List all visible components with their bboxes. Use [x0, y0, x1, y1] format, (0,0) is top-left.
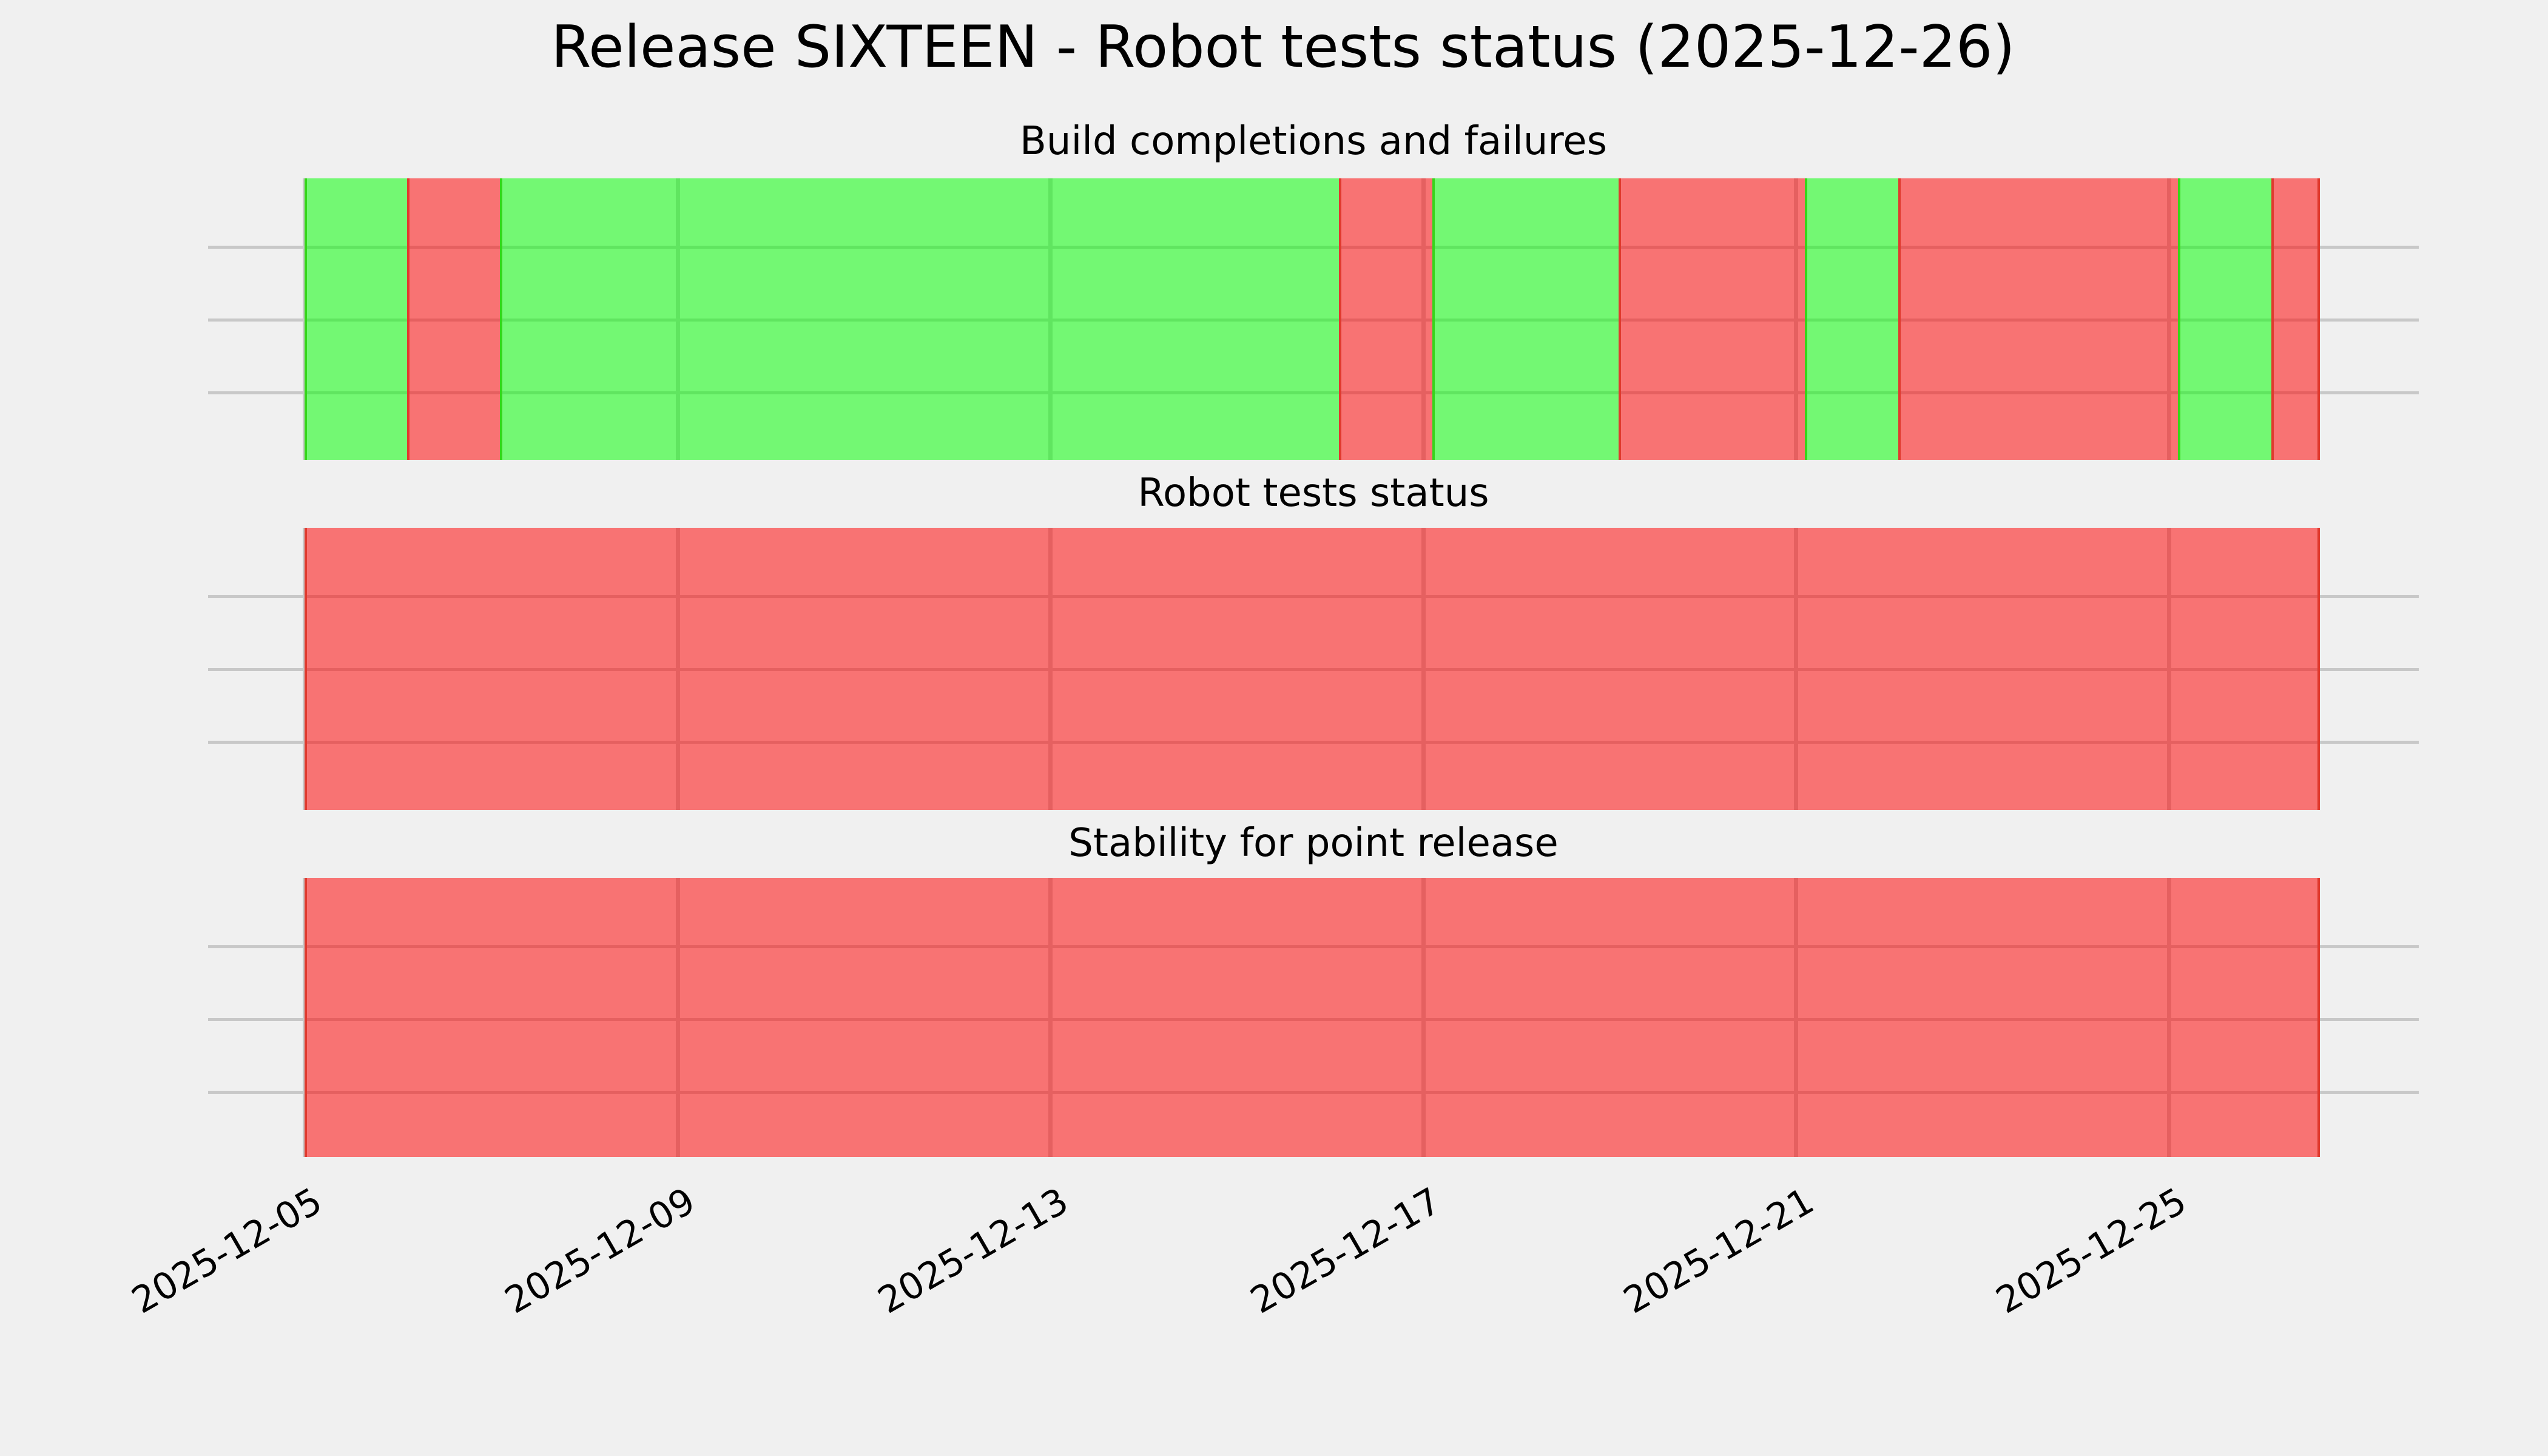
panel-title-robot-tests: Robot tests status: [1138, 471, 1489, 516]
panel-title-build-completions: Build completions and failures: [1020, 119, 1607, 164]
pass-segment: [1432, 178, 1619, 460]
panel-title-stability: Stability for point release: [1068, 821, 1559, 866]
status-strip: [208, 878, 2419, 1157]
fail-segment: [305, 878, 2320, 1157]
chart-title: Release SIXTEEN - Robot tests status (20…: [551, 14, 2015, 81]
fail-segment: [1898, 178, 2178, 460]
fail-segment: [305, 528, 2320, 810]
fail-segment: [1619, 178, 1805, 460]
fail-segment: [2271, 178, 2320, 460]
x-tick-label: 2025-12-17: [1243, 1179, 1448, 1323]
x-tick-label: 2025-12-13: [871, 1179, 1076, 1323]
status-strip: [208, 178, 2419, 460]
fail-segment: [406, 178, 500, 460]
pass-segment: [2178, 178, 2271, 460]
pass-segment: [305, 178, 407, 460]
pass-segment: [1805, 178, 1899, 460]
x-tick-label: 2025-12-09: [497, 1179, 703, 1323]
x-tick-label: 2025-12-21: [1616, 1179, 1821, 1323]
pass-segment: [500, 178, 1340, 460]
status-strip: [208, 528, 2419, 810]
x-tick-label: 2025-12-05: [125, 1179, 330, 1323]
x-tick-label: 2025-12-25: [1989, 1179, 2194, 1323]
fail-segment: [1339, 178, 1432, 460]
